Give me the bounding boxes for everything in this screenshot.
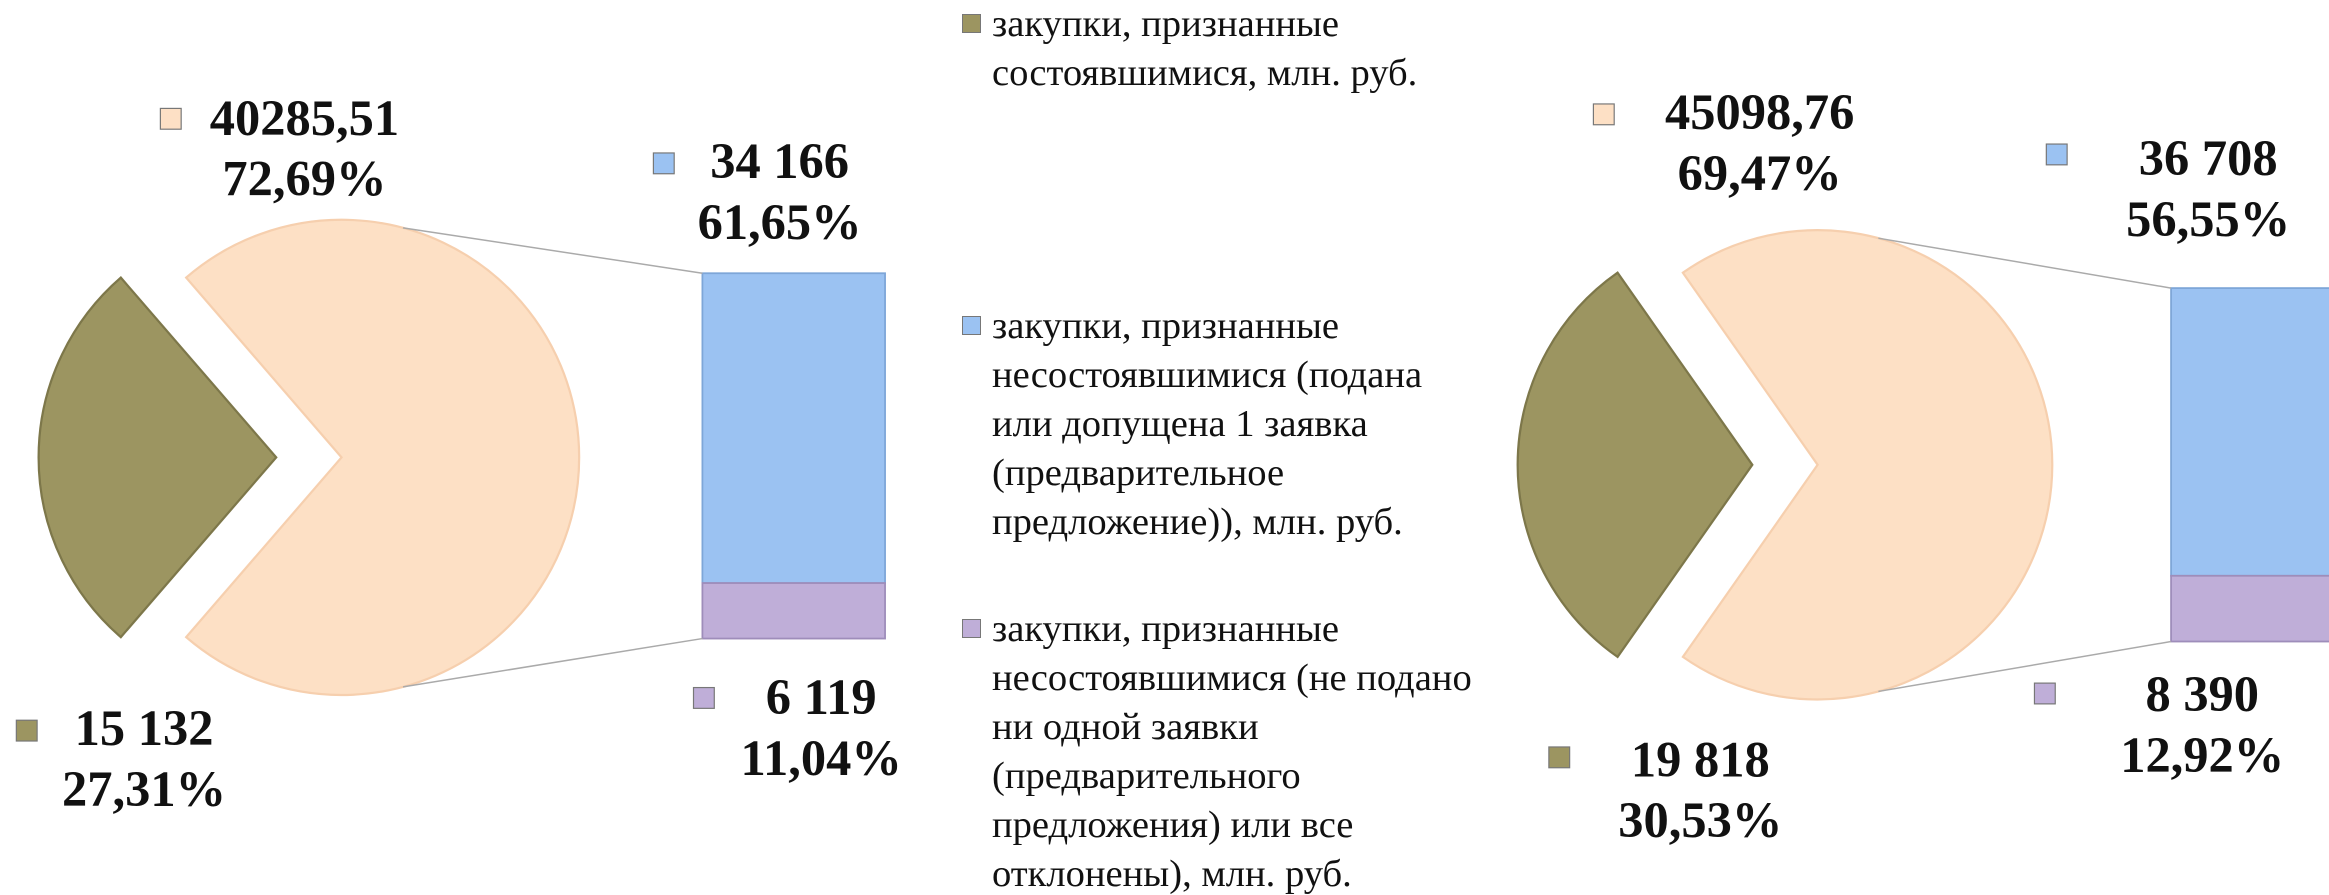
- label-marker: [2045, 143, 2068, 166]
- pie-slice: [1681, 229, 2054, 701]
- legend-marker: [962, 14, 982, 34]
- value-label: 34 166: [710, 133, 849, 189]
- value-label: 40285,51: [210, 90, 399, 146]
- pie-slice: [1516, 271, 1754, 659]
- value-label: 6 119: [766, 669, 877, 725]
- percent-label: 30,53%: [1618, 792, 1782, 848]
- bar-segment: [2170, 574, 2329, 643]
- pie-slice: [184, 218, 581, 697]
- legend-label: закупки, признанные несостоявшимися (под…: [991, 304, 1423, 543]
- label-marker: [2033, 682, 2056, 705]
- value-label: 45098,76: [1665, 84, 1854, 140]
- percent-label: 56,55%: [2126, 191, 2290, 247]
- percent-label: 72,69%: [222, 151, 386, 207]
- percent-label: 69,47%: [1678, 145, 1842, 201]
- percent-label: 11,04%: [741, 730, 902, 786]
- value-label: 36 708: [2139, 130, 2278, 186]
- pie-slice: [37, 276, 278, 639]
- legend-label: закупки, признанные несостоявшимися (не …: [991, 607, 1472, 895]
- connector-line: [402, 637, 703, 688]
- label-marker: [1548, 746, 1571, 769]
- label-marker: [692, 686, 715, 709]
- bar-segment: [2170, 287, 2329, 577]
- label-marker: [15, 719, 38, 742]
- value-label: 19 818: [1631, 731, 1770, 787]
- value-label: 8 390: [2145, 666, 2259, 722]
- connector-line: [1878, 237, 2172, 289]
- percent-label: 12,92%: [2120, 727, 2284, 783]
- connector-line: [402, 227, 703, 274]
- label-marker: [1592, 103, 1615, 126]
- bar-segment: [701, 582, 886, 640]
- percent-label: 61,65%: [698, 194, 862, 250]
- label-marker: [159, 107, 182, 130]
- bar-segment: [701, 272, 886, 584]
- value-label: 15 132: [75, 700, 214, 756]
- legend-marker: [962, 618, 982, 638]
- legend-label: закупки, признанные состоявшимися, млн. …: [991, 3, 1418, 95]
- connector-line: [1878, 640, 2172, 693]
- percent-label: 27,31%: [62, 761, 226, 817]
- legend-marker: [962, 315, 982, 335]
- label-marker: [652, 152, 675, 175]
